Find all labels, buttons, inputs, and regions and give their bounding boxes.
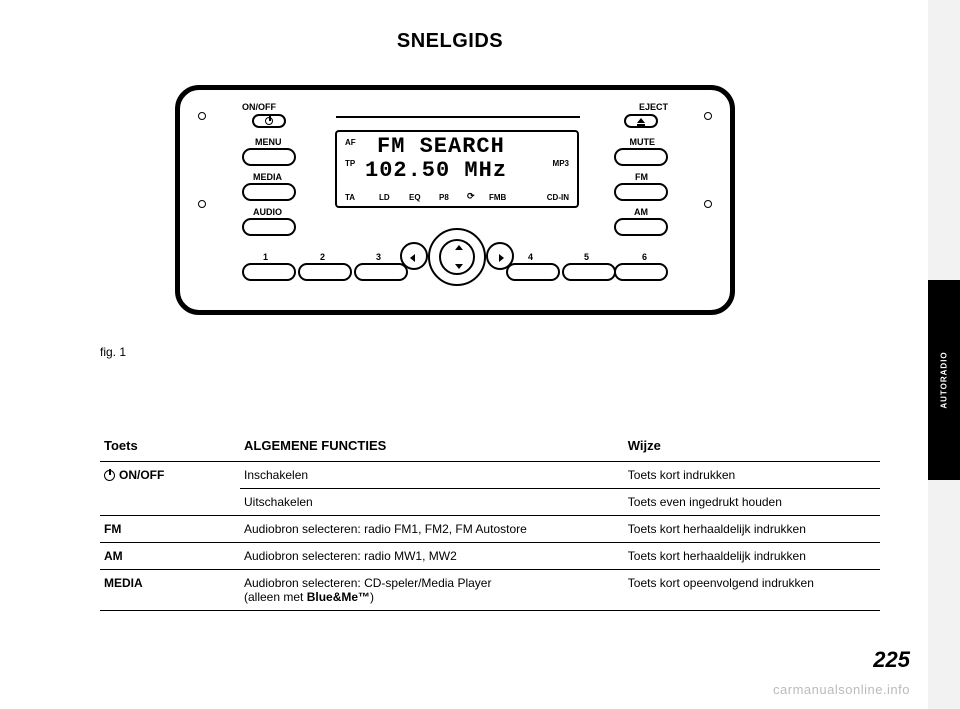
power-icon <box>265 117 273 125</box>
eject-label: EJECT <box>639 102 668 112</box>
radio-faceplate: ON/OFF MENU MEDIA AUDIO EJECT MUTE FM AM <box>175 85 735 315</box>
th-mode: Wijze <box>624 430 880 462</box>
disp-mp3: MP3 <box>553 159 569 168</box>
am-label: AM <box>634 207 648 217</box>
eject-button <box>624 114 658 128</box>
side-tab-label: AUTORADIO <box>940 351 949 408</box>
table-header-row: Toets ALGEMENE FUNCTIES Wijze <box>100 430 880 462</box>
radio-diagram: ON/OFF MENU MEDIA AUDIO EJECT MUTE FM AM <box>175 85 735 315</box>
eject-icon <box>637 118 645 123</box>
th-func: ALGEMENE FUNCTIES <box>240 430 624 462</box>
audio-label: AUDIO <box>253 207 282 217</box>
preset-1-label: 1 <box>263 252 268 262</box>
onoff-label: ON/OFF <box>242 102 276 112</box>
screw <box>704 200 712 208</box>
screw <box>198 112 206 120</box>
side-tab-active: AUTORADIO <box>928 280 960 480</box>
table-row: AM Audiobron selecteren: radio MW1, MW2 … <box>100 543 880 570</box>
table-row: ON/OFF Inschakelen Toets kort indrukken <box>100 462 880 489</box>
page-title: SNELGIDS <box>0 30 900 53</box>
power-icon <box>104 470 115 481</box>
th-key: Toets <box>100 430 240 462</box>
preset-1 <box>242 263 296 281</box>
cell-key-onoff: ON/OFF <box>100 462 240 516</box>
cell-func: Audiobron selecteren: CD-speler/Media Pl… <box>240 570 624 611</box>
cd-slot <box>336 116 580 118</box>
cell-mode: Toets kort indrukken <box>624 462 880 489</box>
manual-page: AUTORADIO SNELGIDS ON/OFF MENU MEDIA AUD… <box>0 0 960 709</box>
preset-5-label: 5 <box>584 252 589 262</box>
media-label: MEDIA <box>253 172 282 182</box>
am-button <box>614 218 668 236</box>
preset-6-label: 6 <box>642 252 647 262</box>
cell-mode: Toets even ingedrukt houden <box>624 489 880 516</box>
arrow-down-icon <box>455 264 463 269</box>
preset-2-label: 2 <box>320 252 325 262</box>
cell-mode: Toets kort herhaaldelijk indrukken <box>624 516 880 543</box>
page-number: 225 <box>873 647 910 673</box>
cell-key-fm: FM <box>100 516 240 543</box>
preset-4 <box>506 263 560 281</box>
disp-b1: LD <box>379 193 390 202</box>
cell-func: Audiobron selecteren: radio MW1, MW2 <box>240 543 624 570</box>
disp-af: AF <box>345 138 356 147</box>
arrow-left-icon <box>410 254 415 262</box>
mute-button <box>614 148 668 166</box>
dial-inner <box>439 239 475 275</box>
disp-b3: P8 <box>439 193 449 202</box>
screw <box>198 200 206 208</box>
screw <box>704 112 712 120</box>
preset-3 <box>354 263 408 281</box>
cell-func: Uitschakelen <box>240 489 624 516</box>
cell-mode: Toets kort opeenvolgend indrukken <box>624 570 880 611</box>
disp-line1: FM SEARCH <box>377 134 505 159</box>
cell-key-media: MEDIA <box>100 570 240 611</box>
disp-b0: TA <box>345 193 355 202</box>
radio-display: AF TP MP3 FM SEARCH 102.50 MHz TA LD EQ … <box>335 130 579 208</box>
preset-2 <box>298 263 352 281</box>
mute-label: MUTE <box>630 137 656 147</box>
arrow-up-icon <box>455 245 463 250</box>
arrow-right-icon <box>499 254 504 262</box>
preset-3-label: 3 <box>376 252 381 262</box>
disp-recycle-icon: ⟳ <box>467 191 475 202</box>
cell-mode: Toets kort herhaaldelijk indrukken <box>624 543 880 570</box>
preset-5 <box>562 263 616 281</box>
media-button <box>242 183 296 201</box>
preset-4-label: 4 <box>528 252 533 262</box>
table-row: MEDIA Audiobron selecteren: CD-speler/Me… <box>100 570 880 611</box>
preset-6 <box>614 263 668 281</box>
fm-label: FM <box>635 172 648 182</box>
cell-func: Inschakelen <box>240 462 624 489</box>
disp-b4: FMB <box>489 193 506 202</box>
disp-b5: CD-IN <box>547 193 569 202</box>
cell-func: Audiobron selecteren: radio FM1, FM2, FM… <box>240 516 624 543</box>
disp-b2: EQ <box>409 193 421 202</box>
audio-button <box>242 218 296 236</box>
cell-key-am: AM <box>100 543 240 570</box>
menu-button <box>242 148 296 166</box>
eject-icon-line <box>637 124 645 126</box>
watermark: carmanualsonline.info <box>773 682 910 697</box>
disp-line2: 102.50 MHz <box>365 158 507 183</box>
table-row: FM Audiobron selecteren: radio FM1, FM2,… <box>100 516 880 543</box>
menu-label: MENU <box>255 137 282 147</box>
disp-tp: TP <box>345 159 355 168</box>
functions-table: Toets ALGEMENE FUNCTIES Wijze ON/OFF Ins… <box>100 430 880 611</box>
figure-caption: fig. 1 <box>100 345 126 359</box>
fm-button <box>614 183 668 201</box>
onoff-button <box>252 114 286 128</box>
